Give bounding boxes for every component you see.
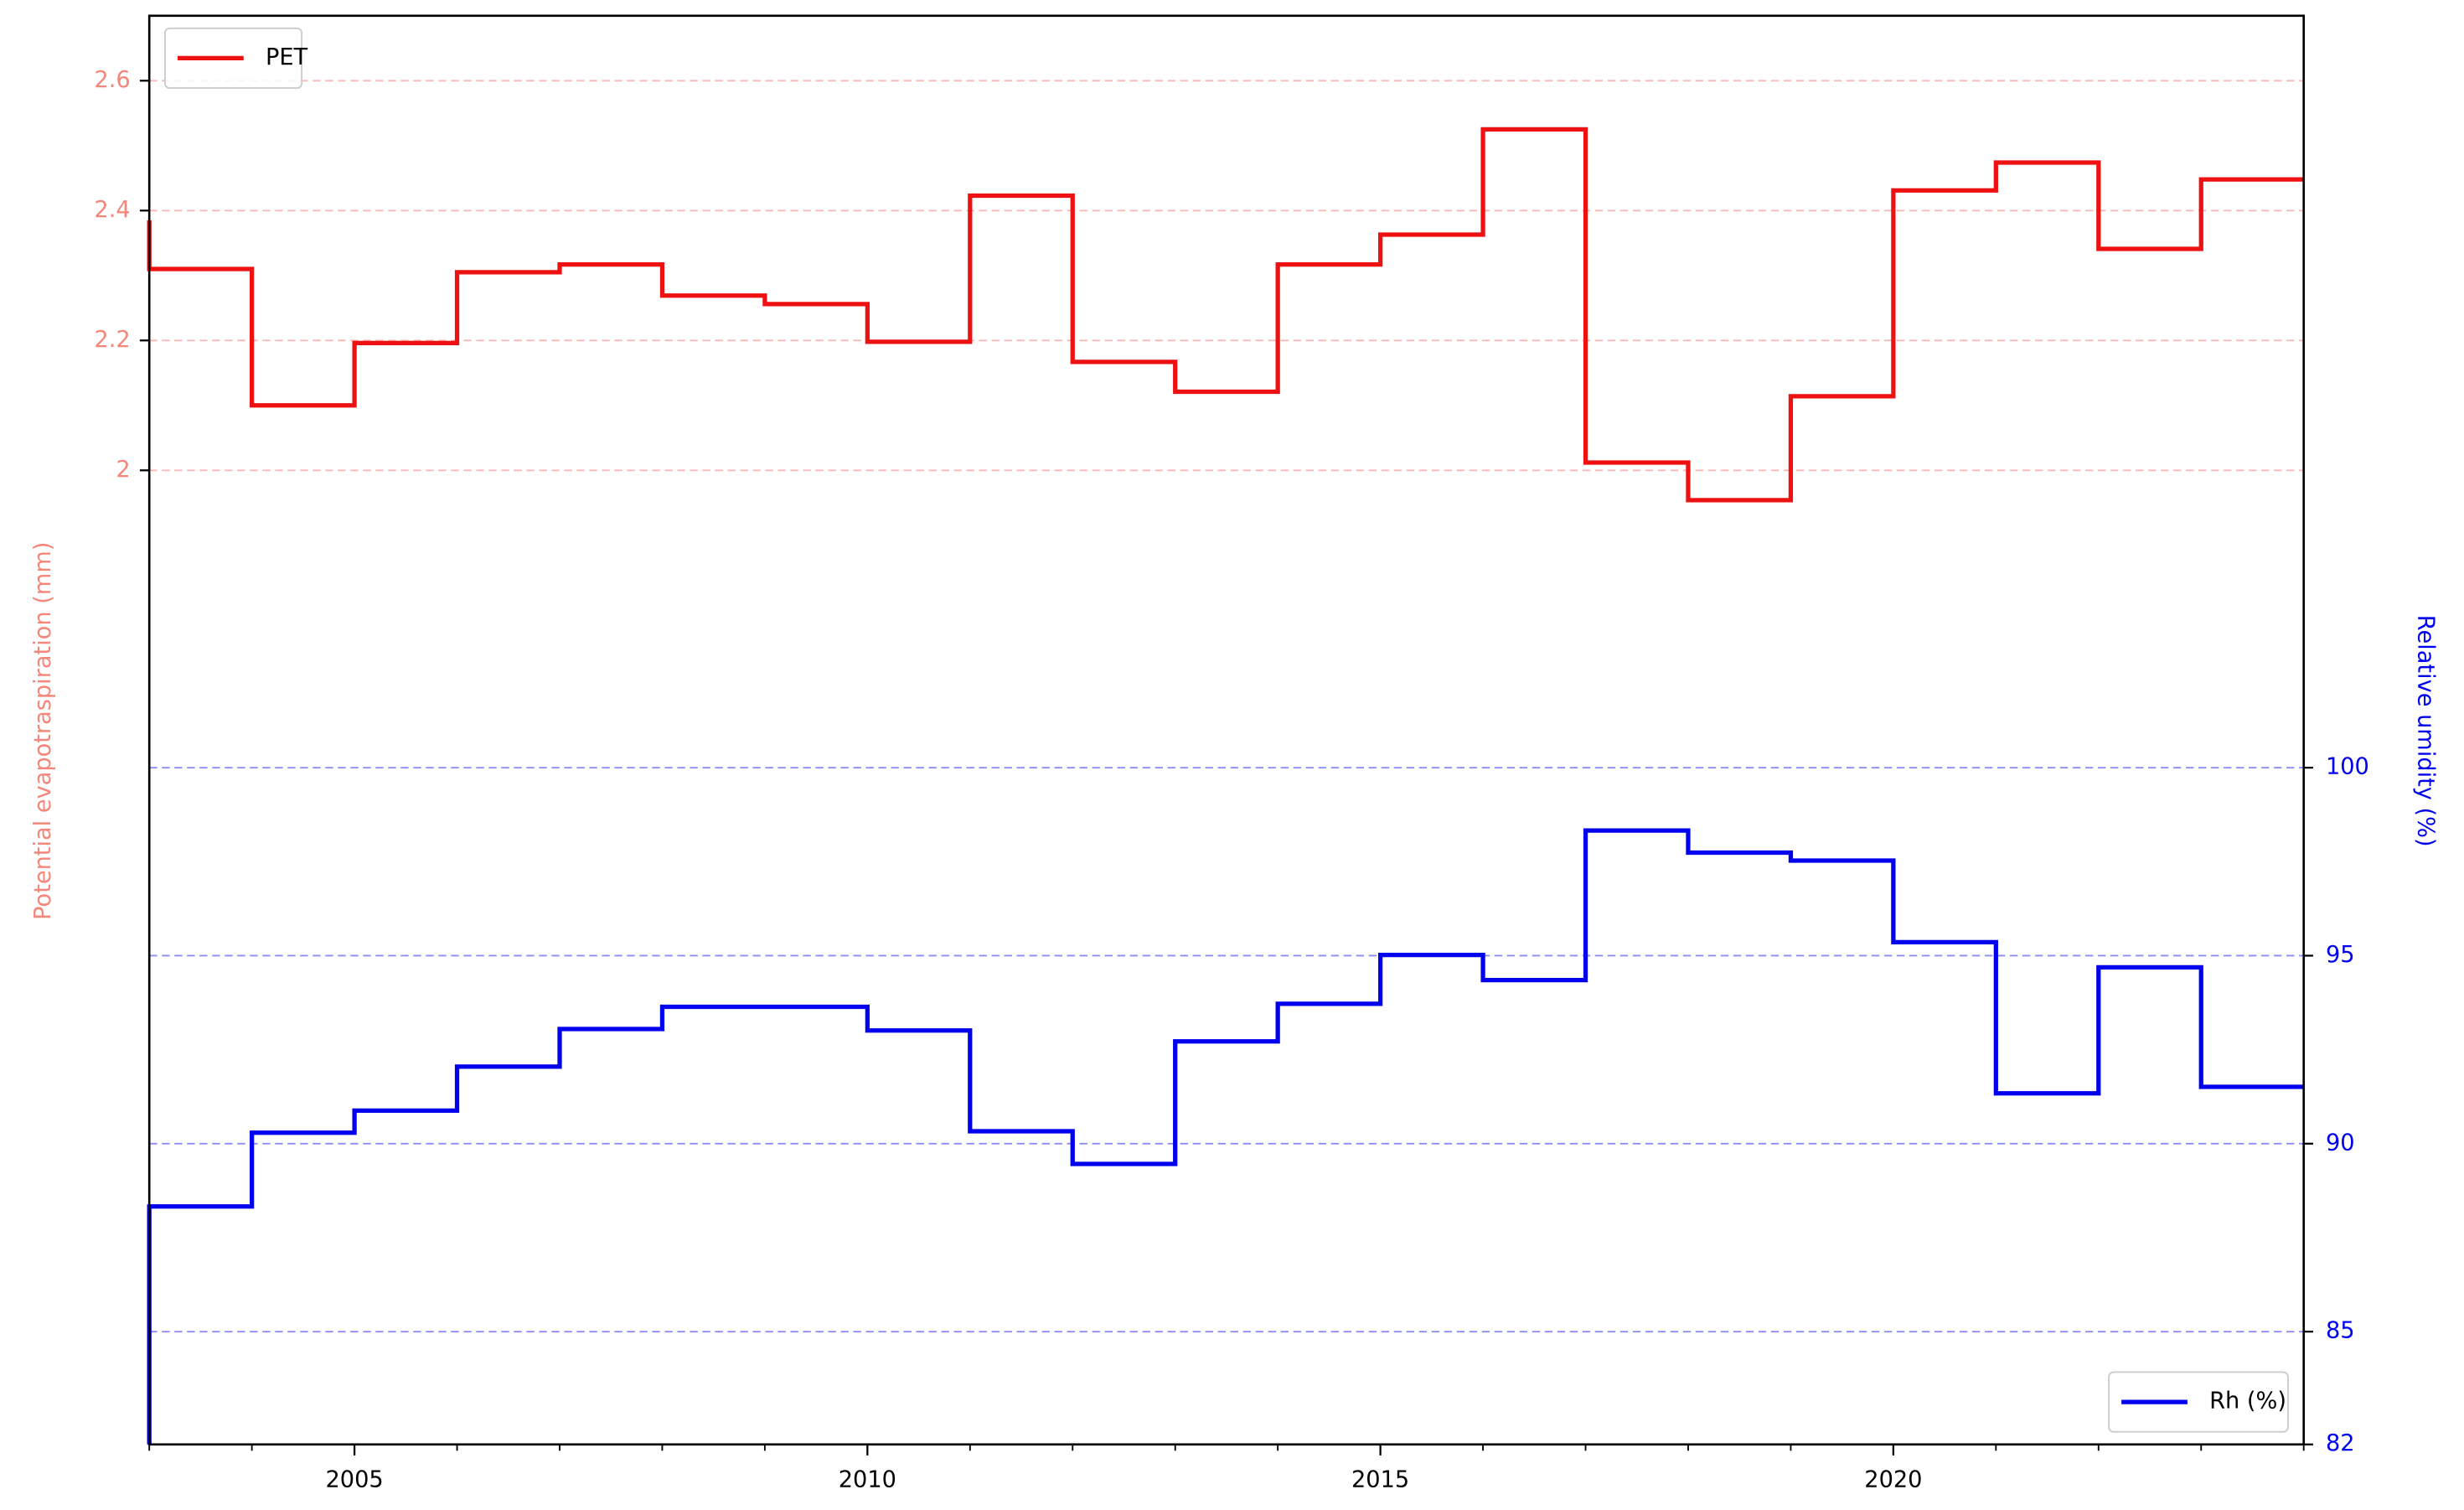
x-tick-label: 2015: [1351, 1466, 1409, 1492]
step-line: [147, 828, 2304, 1445]
plot: [147, 127, 2304, 1445]
y2-tick-label: 95: [2326, 942, 2355, 968]
x-tick-label: 2010: [839, 1466, 896, 1492]
step-line: [147, 127, 2304, 503]
grid: [149, 80, 2304, 1445]
plot-frame: [147, 14, 2305, 1446]
y2-tick-label: 85: [2326, 1318, 2355, 1344]
y-tick-label: 2: [116, 457, 130, 483]
y-axis-label: Potential evapotraspiration (mm): [30, 542, 56, 920]
y2-axis-label: Relative umidity (%): [2413, 615, 2439, 847]
legend-label: PET: [266, 44, 308, 70]
y2-tick-label: 82: [2326, 1430, 2355, 1456]
legend-box: [2108, 1371, 2289, 1433]
y-tick-label: 2.2: [94, 327, 130, 353]
y-tick-label: 2.4: [94, 197, 130, 223]
y2-tick-label: 100: [2326, 754, 2369, 780]
x-tick-label: 2020: [1864, 1466, 1922, 1492]
y2-tick-label: 90: [2326, 1130, 2355, 1156]
y-tick-label: 2.6: [94, 67, 130, 93]
x-tick-label: 2005: [325, 1466, 383, 1492]
legend-label: Rh (%): [2209, 1388, 2286, 1414]
